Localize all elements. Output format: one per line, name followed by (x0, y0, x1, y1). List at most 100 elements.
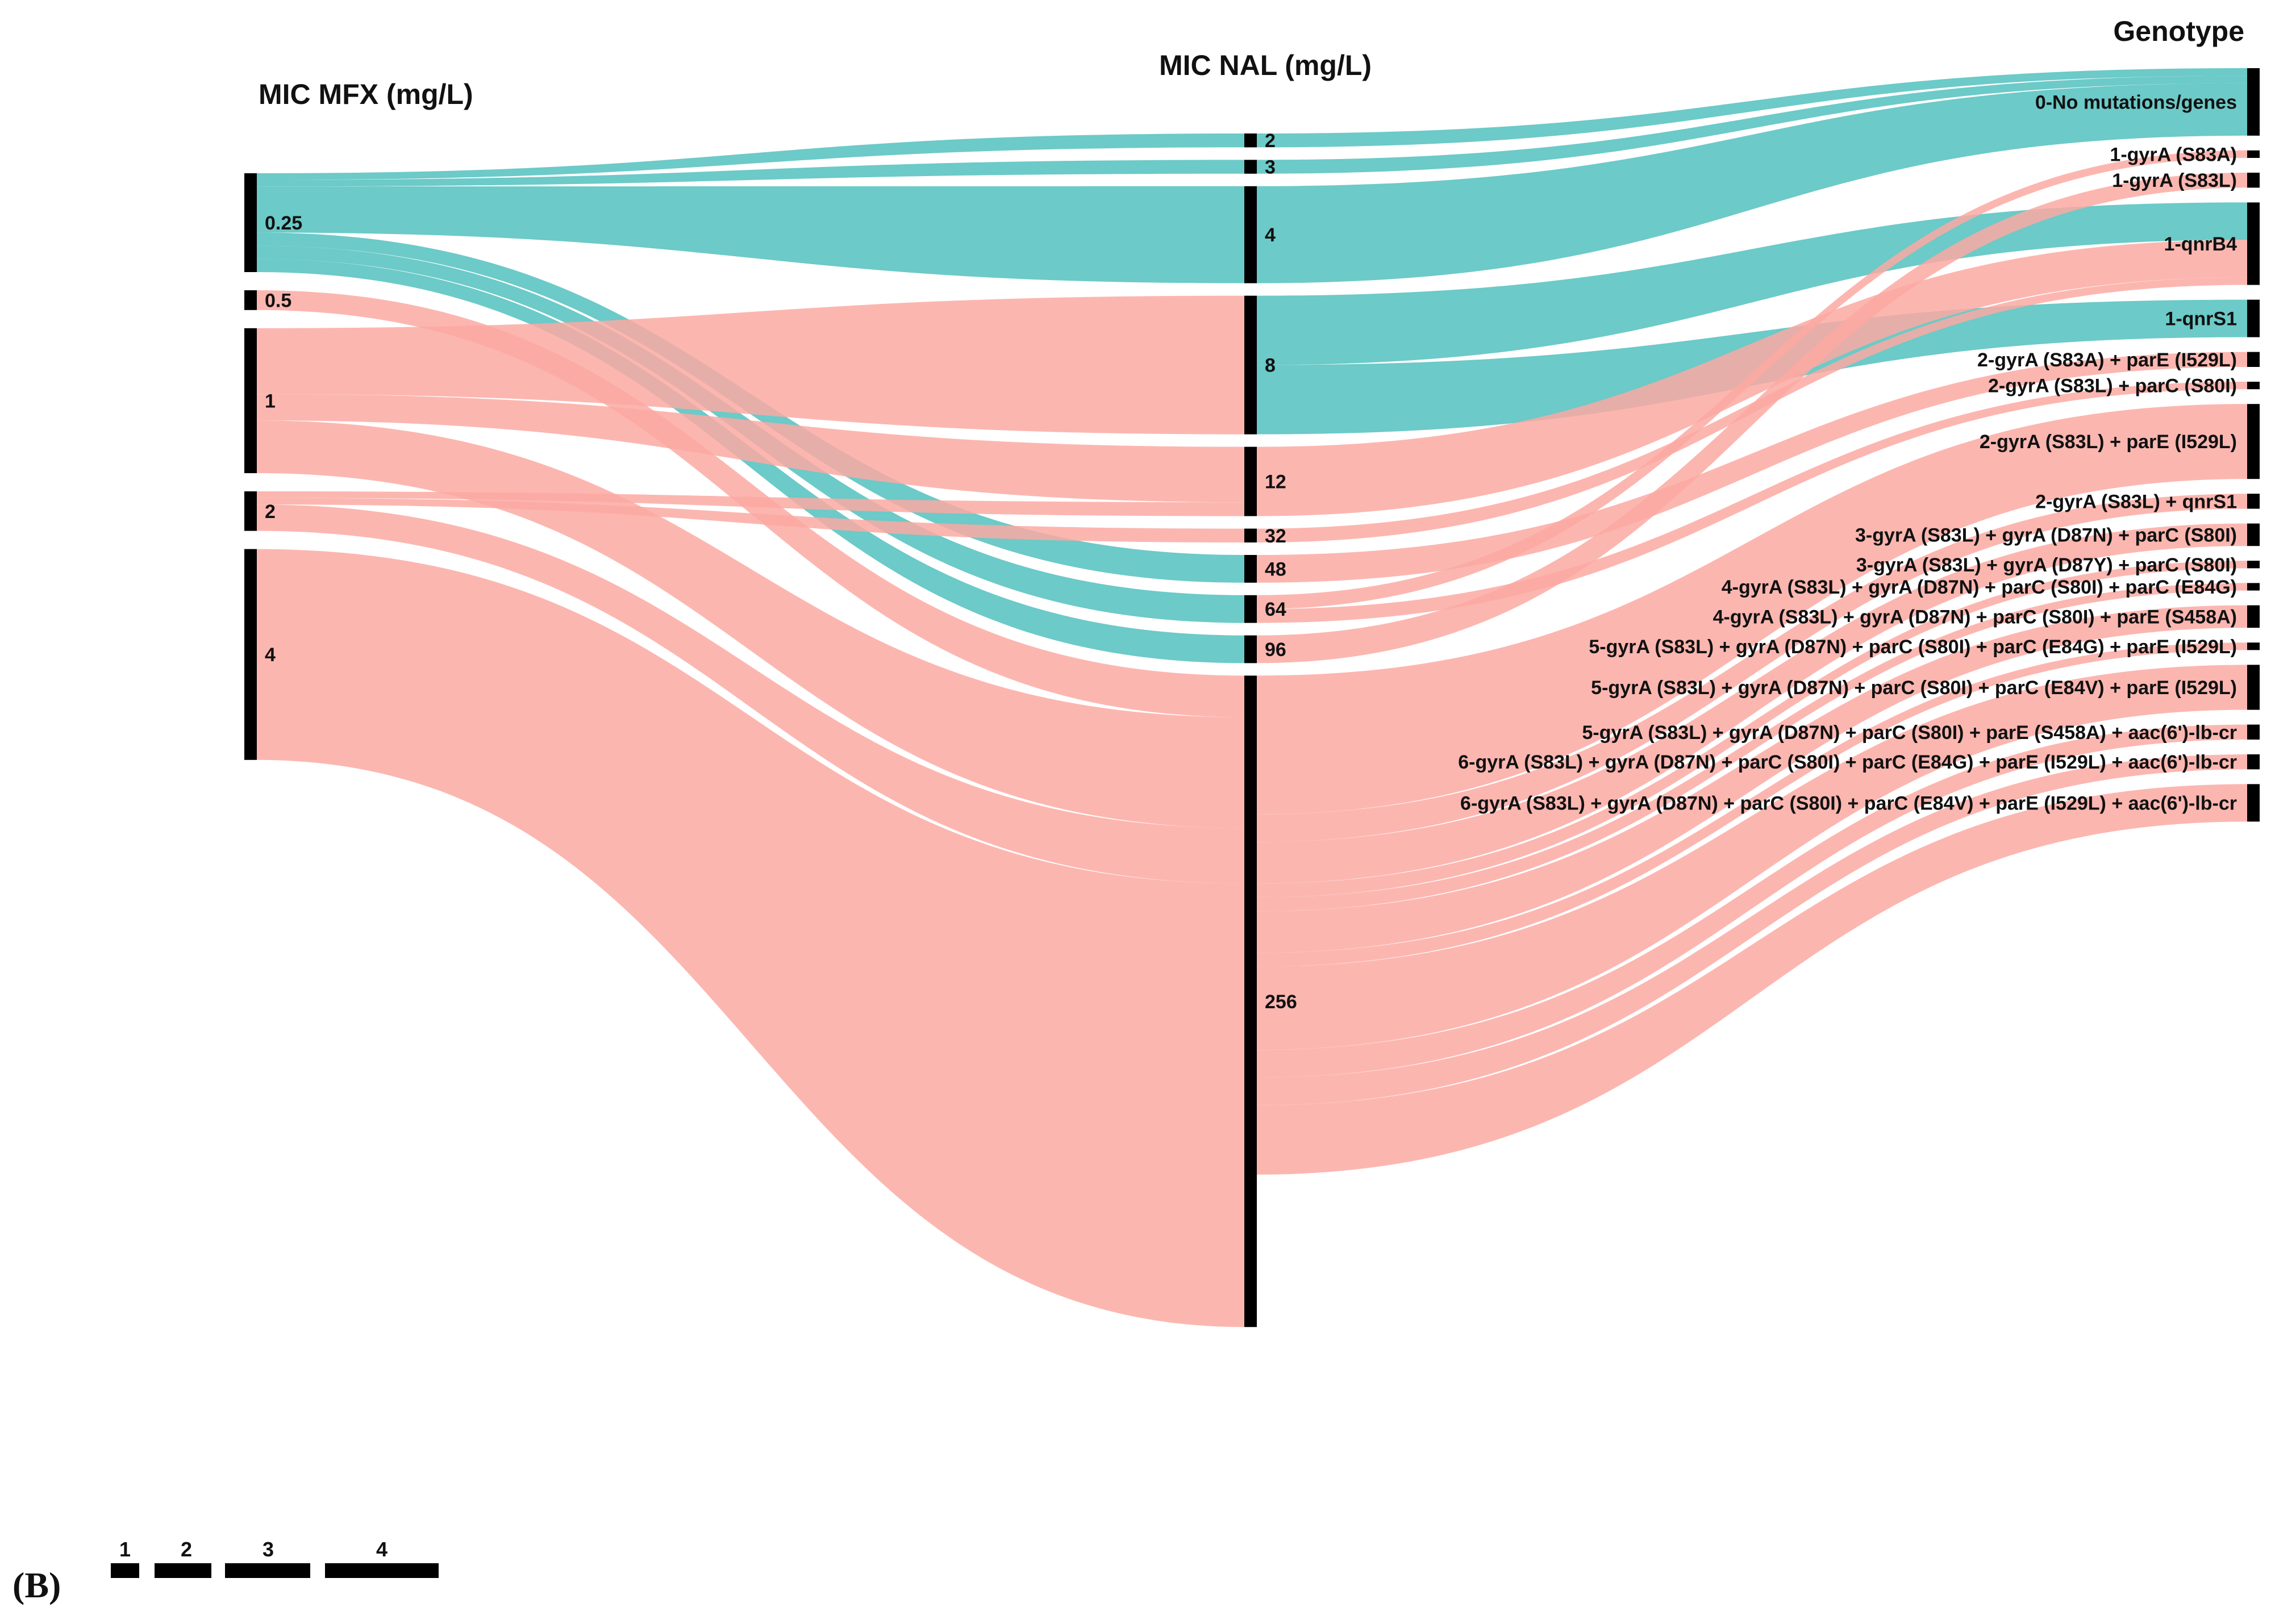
mfx-node-label: 0.5 (265, 290, 291, 311)
scale-bar-2 (155, 1563, 211, 1578)
nal-geno-link-n256-g9 (1257, 523, 2247, 884)
nal-node-n48 (1244, 555, 1257, 583)
geno-node-label: 1-gyrA (S83L) (2112, 170, 2237, 191)
nal-node-n2 (1244, 133, 1257, 148)
geno-node-label: 0-No mutations/genes (2035, 91, 2237, 113)
geno-node-label: 2-gyrA (S83A) + parE (I529L) (1977, 349, 2237, 371)
mfx-node-label: 1 (265, 390, 276, 412)
nal-node-n256 (1244, 675, 1257, 1327)
geno-node-g9 (2247, 523, 2260, 546)
nal-geno-link-n256-g10 (1257, 561, 2247, 897)
geno-node-g7 (2247, 404, 2260, 479)
nal-geno-link-n256-g11 (1257, 583, 2247, 912)
nal-node-n12 (1244, 446, 1257, 516)
geno-node-g16 (2247, 754, 2260, 770)
geno-node-label: 6-gyrA (S83L) + gyrA (D87N) + parC (S80I… (1458, 752, 2237, 773)
geno-node-label: 1-qnrS1 (2165, 308, 2237, 330)
node-bars (244, 68, 2260, 1327)
geno-node-label: 3-gyrA (S83L) + gyrA (D87Y) + parC (S80I… (1856, 554, 2237, 576)
nal-node-label: 3 (1265, 157, 1276, 178)
nal-node-n64 (1244, 595, 1257, 623)
nal-node-label: 2 (1265, 130, 1276, 152)
geno-node-label: 5-gyrA (S83L) + gyrA (D87N) + parC (S80I… (1582, 722, 2238, 744)
scale-label-1: 1 (119, 1538, 131, 1561)
panel-label: (B) (13, 1565, 61, 1605)
nal-geno-link-n4-g0 (1257, 83, 2247, 283)
geno-node-g15 (2247, 724, 2260, 740)
geno-node-g8 (2247, 494, 2260, 509)
mfx-nal-link-m2-n32 (257, 498, 1244, 542)
nal-node-label: 48 (1265, 558, 1286, 580)
flow-links (257, 68, 2247, 1327)
geno-node-g2 (2247, 173, 2260, 188)
geno-node-label: 3-gyrA (S83L) + gyrA (D87N) + parC (S80I… (1855, 524, 2237, 546)
scale-legend: 1 2 3 4 (111, 1538, 439, 1578)
mfx-nal-link-m2-n256 (257, 504, 1244, 884)
geno-node-g5 (2247, 352, 2260, 367)
geno-node-label: 4-gyrA (S83L) + gyrA (D87N) + parC (S80I… (1722, 577, 2237, 598)
scale-bar-4 (325, 1563, 439, 1578)
geno-node-label: 2-gyrA (S83L) + qnrS1 (2035, 491, 2237, 512)
nal-geno-link-n64-g6 (1257, 382, 2247, 623)
nal-node-n32 (1244, 528, 1257, 542)
scale-bar-1 (111, 1563, 139, 1578)
nal-node-label: 4 (1265, 224, 1276, 246)
mfx-node-label: 0.25 (265, 212, 302, 234)
nal-geno-link-n256-g14 (1257, 665, 2247, 1050)
mfx-nal-link-m025-n4 (257, 186, 1244, 283)
geno-node-g11 (2247, 583, 2260, 591)
geno-node-label: 2-gyrA (S83L) + parE (I529L) (1980, 431, 2237, 453)
nal-node-label: 256 (1265, 991, 1297, 1013)
nal-geno-link-n256-g13 (1257, 642, 2247, 967)
geno-node-g6 (2247, 382, 2260, 390)
nal-geno-link-n48-g5 (1257, 352, 2247, 583)
mfx-column-title: MIC MFX (mg/L) (259, 78, 473, 110)
geno-node-g10 (2247, 561, 2260, 569)
geno-node-label: 4-gyrA (S83L) + gyrA (D87N) + parC (S80I… (1713, 606, 2237, 628)
geno-node-g4 (2247, 299, 2260, 337)
nal-geno-link-n256-g16 (1257, 754, 2247, 1105)
nal-geno-link-n256-g12 (1257, 605, 2247, 953)
geno-node-label: 5-gyrA (S83L) + gyrA (D87N) + parC (S80I… (1591, 677, 2237, 699)
geno-node-g12 (2247, 605, 2260, 628)
nal-geno-link-n64-g1 (1257, 150, 2247, 609)
mfx-node-m4 (244, 549, 257, 760)
nal-node-n3 (1244, 160, 1257, 174)
mfx-node-label: 4 (265, 644, 276, 666)
scale-label-2: 2 (181, 1538, 192, 1561)
nal-node-label: 8 (1265, 355, 1276, 377)
nal-node-n96 (1244, 635, 1257, 663)
geno-node-g13 (2247, 642, 2260, 650)
genotype-column-title: Genotype (2113, 15, 2244, 47)
mfx-nal-link-m1-n256 (257, 420, 1244, 828)
mfx-node-m2 (244, 491, 257, 531)
geno-node-g1 (2247, 150, 2260, 158)
nal-node-n4 (1244, 186, 1257, 283)
nal-geno-link-n256-g7 (1257, 404, 2247, 815)
mfx-nal-link-m4-n256 (257, 549, 1244, 1327)
nal-node-label: 32 (1265, 525, 1286, 547)
nal-geno-link-n256-g15 (1257, 724, 2247, 1078)
geno-node-g14 (2247, 665, 2260, 710)
nal-node-label: 64 (1265, 599, 1286, 620)
geno-node-g3 (2247, 202, 2260, 285)
nal-geno-link-n256-g17 (1257, 784, 2247, 1175)
mfx-node-label: 2 (265, 501, 276, 523)
nal-geno-link-n256-g8 (1257, 494, 2247, 842)
scale-label-3: 3 (262, 1538, 274, 1561)
nal-node-label: 12 (1265, 471, 1286, 493)
mfx-node-m1 (244, 328, 257, 473)
scale-bar-3 (225, 1563, 310, 1578)
geno-node-label: 2-gyrA (S83L) + parC (S80I) (1988, 375, 2237, 397)
mfx-nal-link-m025-n3 (257, 160, 1244, 187)
nal-node-label: 96 (1265, 639, 1286, 661)
mfx-nal-link-m1-n12 (257, 394, 1244, 503)
mfx-nal-link-m2-n12 (257, 491, 1244, 516)
geno-node-label: 6-gyrA (S83L) + gyrA (D87N) + parC (S80I… (1460, 792, 2237, 814)
mfx-nal-link-m1-n8 (257, 295, 1244, 435)
nal-geno-link-n3-g0 (1257, 76, 2247, 174)
geno-node-g17 (2247, 784, 2260, 822)
nal-geno-link-n2-g0 (1257, 68, 2247, 148)
geno-node-label: 5-gyrA (S83L) + gyrA (D87N) + parC (S80I… (1589, 636, 2237, 658)
